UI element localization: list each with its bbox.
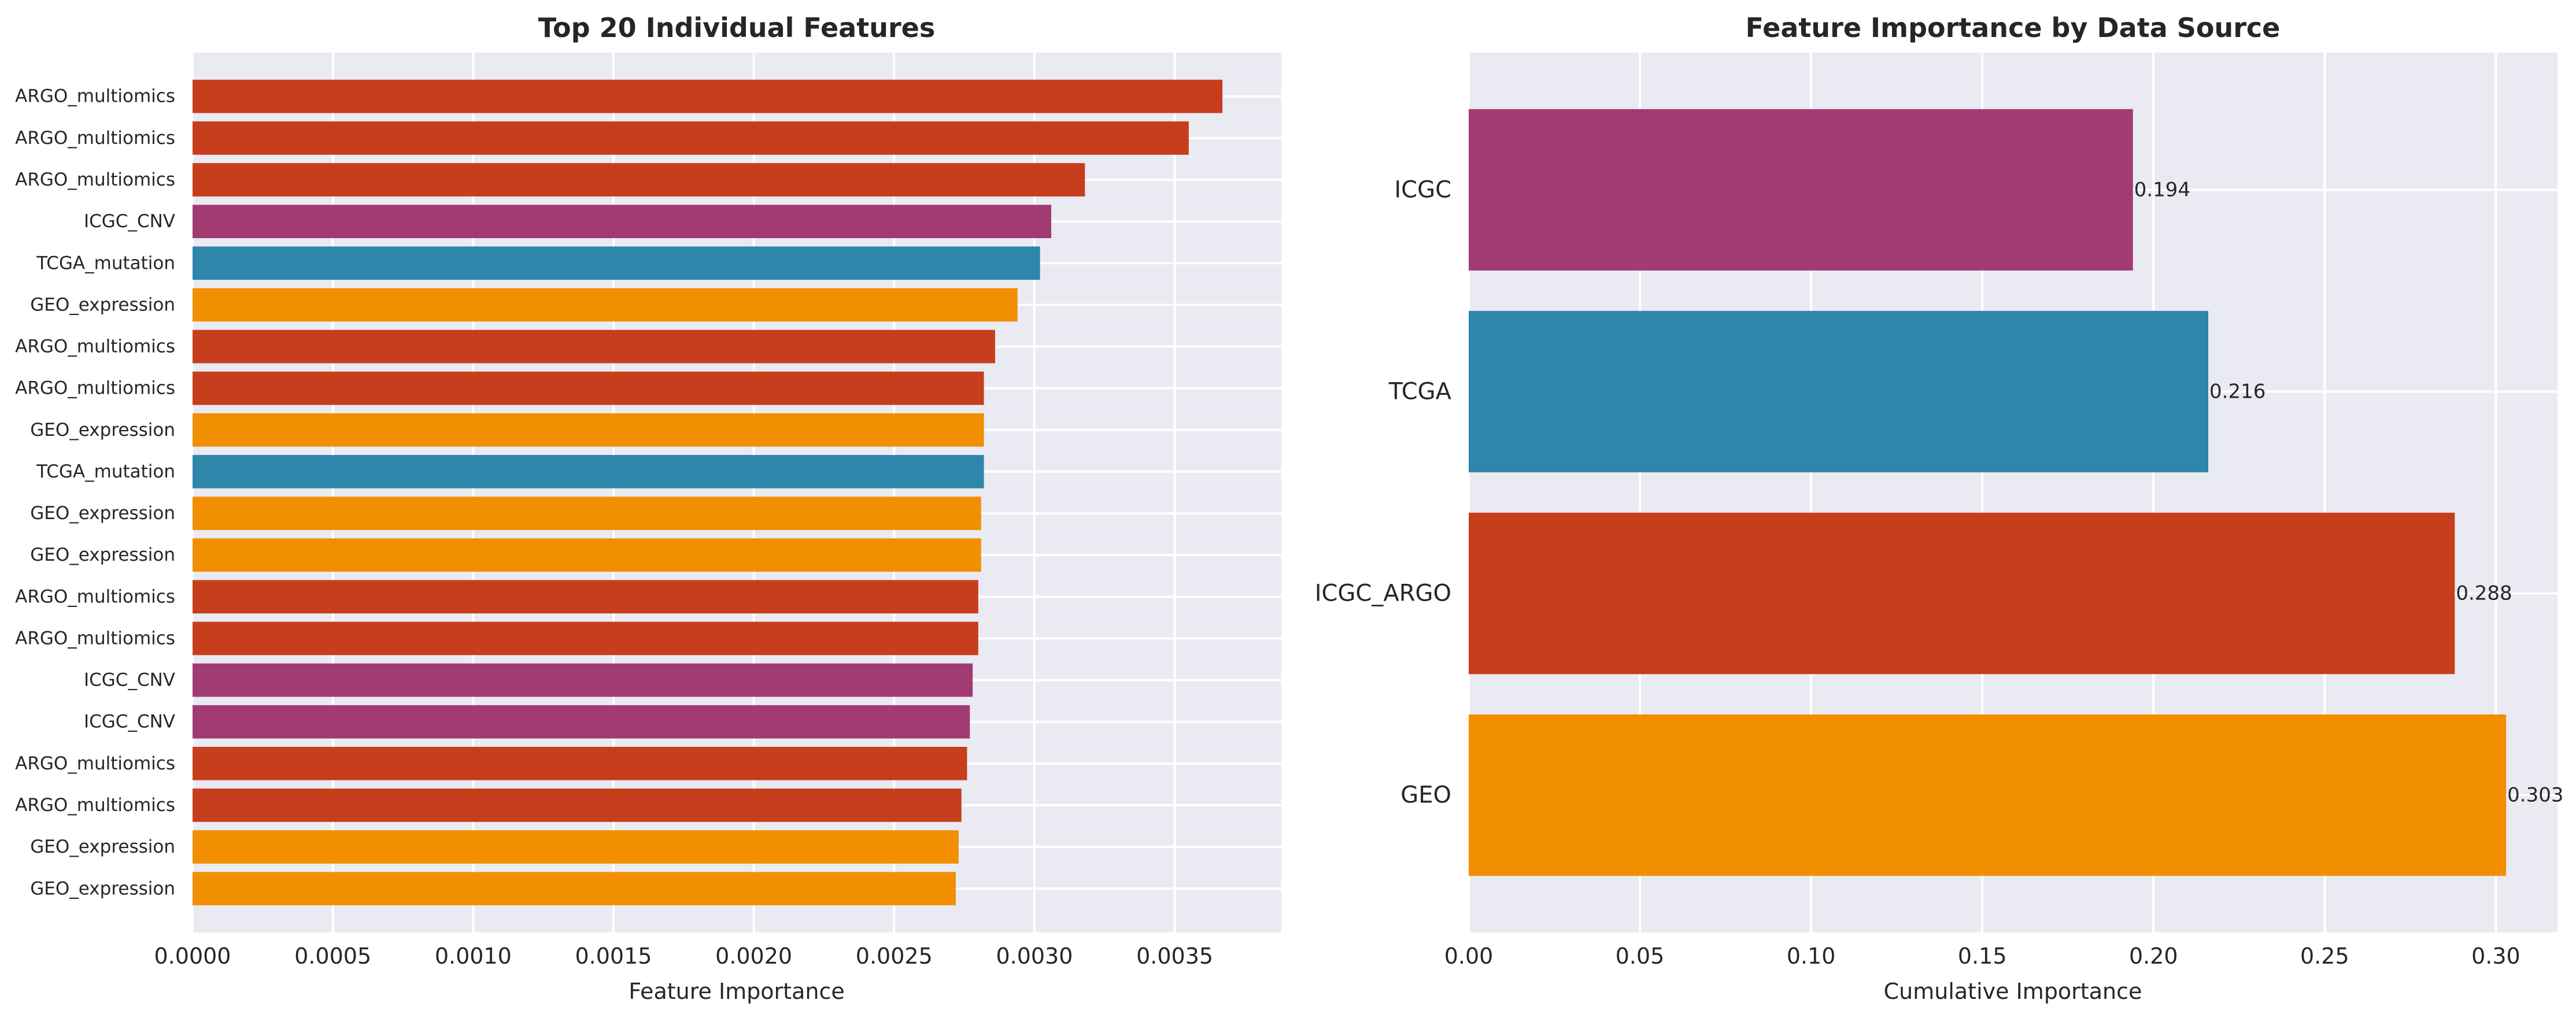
left-chart-title: Top 20 Individual Features	[538, 12, 935, 43]
bar	[193, 872, 956, 906]
category-label: ARGO_multiomics	[15, 628, 175, 649]
bar	[193, 329, 995, 364]
bar	[193, 246, 1040, 280]
value-label: 0.216	[2209, 380, 2265, 403]
value-label: 0.288	[2456, 582, 2512, 605]
bar	[193, 79, 1223, 113]
bar	[193, 413, 984, 447]
bar	[193, 163, 1085, 197]
category-label: GEO_expression	[30, 878, 175, 899]
x-tick-label: 0.05	[1616, 943, 1665, 969]
x-tick-label: 0.10	[1787, 943, 1836, 969]
category-label: ARGO_multiomics	[15, 586, 175, 607]
category-label: ARGO_multiomics	[15, 169, 175, 190]
bar	[193, 705, 970, 739]
category-label: ARGO_multiomics	[15, 753, 175, 774]
category-label: ICGC_ARGO	[1315, 580, 1451, 607]
category-label: GEO_expression	[30, 420, 175, 440]
category-label: ARGO_multiomics	[15, 795, 175, 816]
bar	[1469, 512, 2455, 675]
x-tick-label: 0.0015	[575, 943, 652, 969]
category-label: GEO_expression	[30, 294, 175, 315]
x-tick-label: 0.00	[1444, 943, 1494, 969]
right-value-labels: 0.194 0.216 0.288 0.303	[2134, 178, 2564, 806]
left-plot-area	[193, 53, 1281, 932]
category-label: ICGC_CNV	[84, 712, 175, 732]
bar	[193, 580, 978, 614]
category-label: ARGO_multiomics	[15, 378, 175, 399]
bar	[193, 371, 984, 405]
individual-features-panel: ARGO_multiomics ARGO_multiomics ARGO_multi…	[15, 12, 1281, 1004]
left-category-labels: ARGO_multiomics ARGO_multiomics ARGO_multi…	[15, 86, 175, 899]
x-tick-label: 0.0035	[1136, 943, 1213, 969]
right-chart-title: Feature Importance by Data Source	[1746, 12, 2281, 43]
category-label: ICGC	[1394, 176, 1451, 203]
left-x-axis-label: Feature Importance	[629, 979, 844, 1004]
bar	[193, 121, 1189, 155]
x-tick-label: 0.0005	[294, 943, 371, 969]
x-tick-label: 0.0030	[996, 943, 1073, 969]
bar	[193, 497, 981, 530]
bar	[1469, 310, 2209, 473]
category-label: GEO_expression	[30, 545, 175, 565]
bar	[193, 205, 1052, 238]
bar	[193, 788, 962, 822]
bar	[193, 621, 978, 656]
category-label: ICGC_CNV	[84, 670, 175, 691]
left-x-tick-labels: 0.0000 0.0005 0.0010 0.0015 0.0020 0.0025 0.00…	[154, 943, 1214, 969]
x-tick-label: 0.0010	[435, 943, 512, 969]
value-label: 0.194	[2134, 178, 2190, 201]
bar	[1469, 109, 2133, 271]
category-label: GEO	[1400, 782, 1451, 809]
category-label: GEO_expression	[30, 836, 175, 857]
bar	[193, 538, 981, 572]
bar	[193, 455, 984, 488]
right-category-labels: ICGC TCGA ICGC_ARGO GEO	[1315, 176, 1452, 808]
bar	[193, 288, 1018, 322]
x-tick-label: 0.0025	[856, 943, 933, 969]
category-label: ARGO_multiomics	[15, 86, 175, 107]
right-x-axis-label: Cumulative Importance	[1884, 979, 2142, 1004]
x-tick-label: 0.15	[1958, 943, 2007, 969]
category-label: ARGO_multiomics	[15, 128, 175, 149]
x-tick-label: 0.20	[2129, 943, 2178, 969]
category-label: TCGA_mutation	[36, 461, 175, 482]
category-label: ICGC_CNV	[84, 211, 175, 232]
x-tick-label: 0.0020	[715, 943, 792, 969]
bar	[193, 747, 967, 780]
x-tick-label: 0.0000	[154, 943, 231, 969]
data-source-panel: ICGC TCGA ICGC_ARGO GEO 0.194 0.216 0.288 0.30…	[1315, 12, 2564, 1004]
left-bars	[193, 79, 1223, 906]
category-label: ARGO_multiomics	[15, 336, 175, 357]
category-label: TCGA_mutation	[36, 253, 175, 273]
x-tick-label: 0.25	[2300, 943, 2349, 969]
value-label: 0.303	[2507, 784, 2563, 807]
right-bars	[1469, 109, 2507, 876]
right-x-tick-labels: 0.00 0.05 0.10 0.15 0.20 0.25 0.30	[1444, 943, 2520, 969]
bar	[193, 830, 959, 864]
x-tick-label: 0.30	[2471, 943, 2520, 969]
bar	[193, 663, 973, 697]
category-label: GEO_expression	[30, 503, 175, 524]
bar	[1469, 714, 2507, 876]
category-label: TCGA	[1388, 378, 1452, 405]
